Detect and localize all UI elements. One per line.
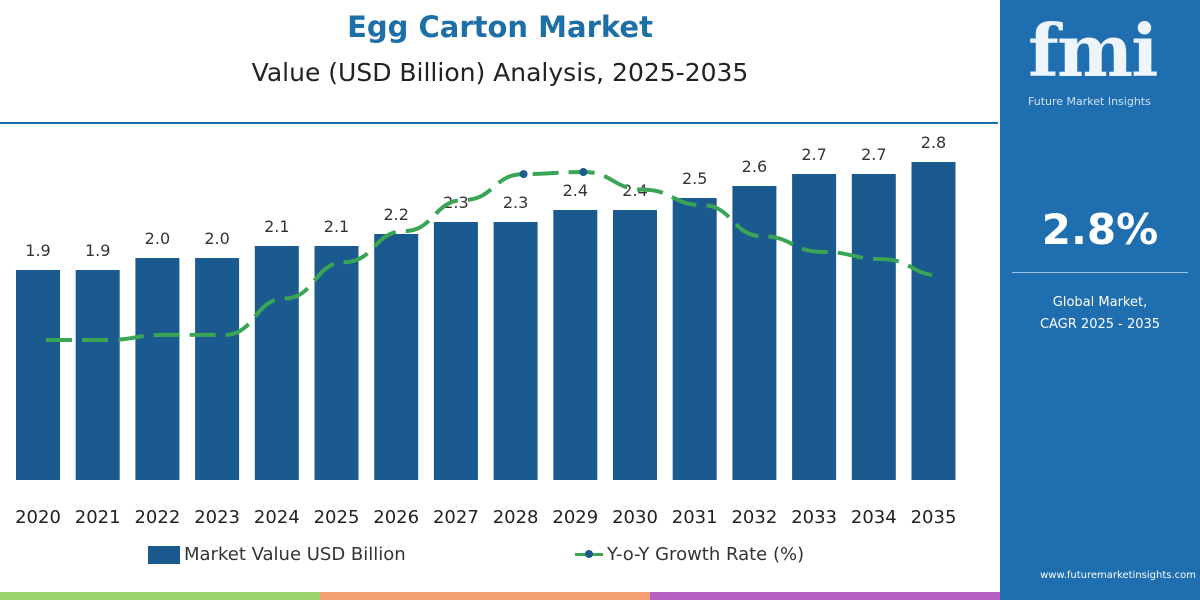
bar-value-label: 2.6 xyxy=(742,157,767,176)
x-tick-label: 2035 xyxy=(911,507,957,528)
bar-2031 xyxy=(672,198,717,480)
bar-2033 xyxy=(792,174,837,480)
bar-2028 xyxy=(493,222,538,480)
bar-2027 xyxy=(433,222,478,480)
website-link[interactable]: www.futuremarketinsights.com xyxy=(1040,570,1196,581)
bar-value-label: 2.8 xyxy=(921,133,946,152)
x-tick-label: 2026 xyxy=(373,507,419,528)
x-tick-label: 2032 xyxy=(731,507,777,528)
x-tick-label: 2021 xyxy=(75,507,121,528)
panel-divider xyxy=(1012,272,1188,273)
bar-2026 xyxy=(374,234,419,480)
x-tick-label: 2031 xyxy=(672,507,718,528)
bar-value-label: 2.0 xyxy=(145,229,170,248)
bar-value-label: 2.1 xyxy=(264,217,289,236)
legend-bar: Market Value USD Billion xyxy=(148,544,406,565)
x-tick-label: 2029 xyxy=(552,507,598,528)
x-tick-label: 2022 xyxy=(134,507,180,528)
growth-point-2029 xyxy=(579,168,588,176)
x-tick-label: 2033 xyxy=(791,507,837,528)
bar-value-label: 2.5 xyxy=(682,169,707,188)
bar-value-label: 2.3 xyxy=(503,193,528,212)
bar-value-label: 2.2 xyxy=(383,205,408,224)
x-tick-label: 2034 xyxy=(851,507,897,528)
stripe-purple xyxy=(650,592,1000,600)
chart-title: Egg Carton Market xyxy=(347,10,653,44)
bar-2023 xyxy=(195,258,240,480)
title-divider xyxy=(0,122,998,124)
bar-value-label: 2.4 xyxy=(563,181,588,200)
stripe-orange xyxy=(320,592,650,600)
bar-swatch xyxy=(148,545,180,564)
legend-line-label: Y-o-Y Growth Rate (%) xyxy=(607,544,805,565)
bar-2025 xyxy=(314,246,359,480)
x-tick-label: 2028 xyxy=(493,507,539,528)
bar-2035 xyxy=(911,162,956,480)
bar-2020 xyxy=(16,270,60,480)
bar-value-label: 2.0 xyxy=(204,229,229,248)
chart-subtitle: Value (USD Billion) Analysis, 2025-2035 xyxy=(251,58,749,87)
bar-2034 xyxy=(851,174,896,480)
stripe-green xyxy=(0,592,320,600)
bar-value-label: 2.7 xyxy=(861,145,886,164)
x-tick-label: 2020 xyxy=(15,507,61,528)
logo-subtitle: Future Market Insights xyxy=(1028,95,1151,108)
info-panel: fmi Future Market Insights 2.8% Global M… xyxy=(1000,0,1200,600)
chart-area: 1.9 2020 1.9 2021 2.0 2022 2.0 2023 2.1 2024 2.1 20… xyxy=(15,133,957,528)
growth-rate-line xyxy=(46,169,942,342)
x-tick-label: 2023 xyxy=(194,507,240,528)
x-tick-label: 2030 xyxy=(612,507,658,528)
bar-2032 xyxy=(732,186,777,480)
bar-value-label: 2.7 xyxy=(801,145,826,164)
fmi-logo: fmi xyxy=(1028,8,1159,93)
line-swatch xyxy=(575,550,603,558)
bar-2024 xyxy=(254,246,299,480)
cagr-label-line2: CAGR 2025 - 2035 xyxy=(1039,317,1161,332)
cagr-label: Global Market, CAGR 2025 - 2035 xyxy=(1000,292,1200,336)
bar-2029 xyxy=(553,210,598,480)
bar-2022 xyxy=(135,258,180,480)
cagr-label-line1: Global Market, xyxy=(1052,295,1148,310)
bar-value-label: 1.9 xyxy=(85,241,110,260)
legend-bar-label: Market Value USD Billion xyxy=(184,544,406,565)
growth-point-2028 xyxy=(519,170,528,179)
legend-line: Y-o-Y Growth Rate (%) xyxy=(575,544,804,565)
cagr-value: 2.8% xyxy=(1041,205,1159,254)
x-tick-label: 2027 xyxy=(433,507,479,528)
bar-2021 xyxy=(75,270,120,480)
x-tick-label: 2024 xyxy=(254,507,300,528)
bar-value-label: 1.9 xyxy=(25,241,50,260)
x-tick-label: 2025 xyxy=(314,507,360,528)
bar-2030 xyxy=(613,210,657,480)
bar-value-label: 2.4 xyxy=(622,181,647,200)
bar-value-label: 2.1 xyxy=(324,217,349,236)
